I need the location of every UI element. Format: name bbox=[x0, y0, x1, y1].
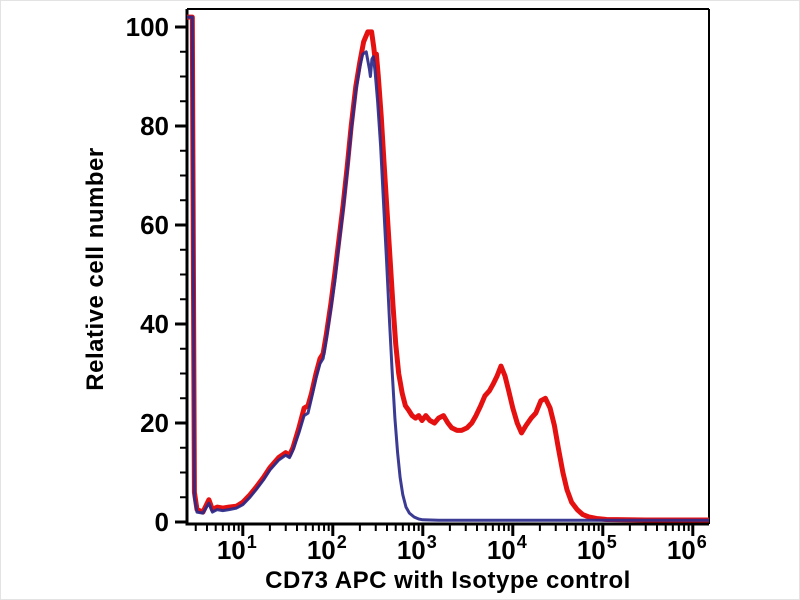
x-decade-label: 103 bbox=[397, 532, 437, 565]
axis-ticks bbox=[175, 25, 695, 536]
curve-cd73-apc bbox=[187, 14, 709, 523]
histogram-curves bbox=[187, 14, 709, 523]
x-decade-label: 104 bbox=[487, 532, 527, 565]
y-tick-label: 60 bbox=[140, 210, 169, 240]
x-axis-title: CD73 APC with Isotype control bbox=[265, 567, 631, 594]
y-axis-title: Relative cell number bbox=[82, 147, 109, 391]
x-decade-label: 106 bbox=[667, 532, 707, 565]
curve-isotype-control bbox=[187, 15, 709, 522]
x-decade-label: 102 bbox=[307, 532, 347, 565]
plot-frame bbox=[185, 8, 710, 526]
x-decade-label: 105 bbox=[577, 532, 617, 565]
axis-tick-labels: 0 20 40 60 80 100 101 102 103 104 105 106 bbox=[126, 12, 707, 565]
y-tick-label: 80 bbox=[140, 111, 169, 141]
x-decade-label: 101 bbox=[217, 532, 257, 565]
y-tick-label: 40 bbox=[140, 309, 169, 339]
y-tick-label: 0 bbox=[155, 507, 169, 537]
y-tick-label: 20 bbox=[140, 408, 169, 438]
y-tick-label: 100 bbox=[126, 12, 169, 42]
